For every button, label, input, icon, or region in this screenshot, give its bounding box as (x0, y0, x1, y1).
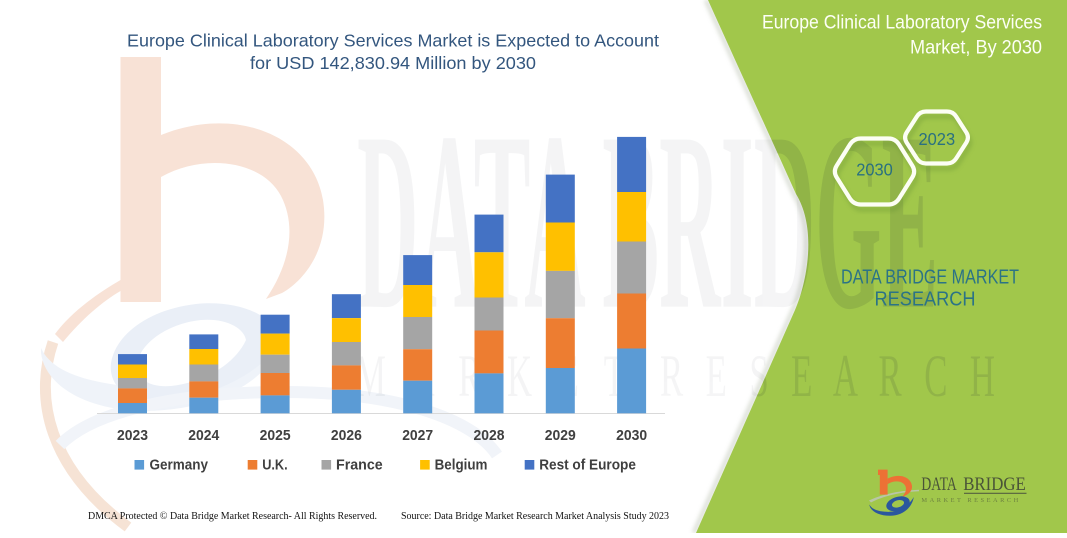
svg-text:Belgium: Belgium (435, 458, 488, 474)
svg-text:Europe Clinical Laboratory Ser: Europe Clinical Laboratory Services (762, 12, 1042, 34)
svg-text:RESEARCH: RESEARCH (875, 288, 976, 311)
svg-text:DATA: DATA (921, 475, 957, 495)
svg-text:DATA BRIDGE MARKET: DATA BRIDGE MARKET (841, 266, 1019, 289)
svg-text:2026: 2026 (331, 427, 362, 444)
svg-text:2025: 2025 (260, 427, 291, 444)
svg-text:2030: 2030 (616, 427, 647, 444)
svg-text:2024: 2024 (188, 427, 220, 444)
svg-text:France: France (336, 458, 383, 474)
svg-text:DMCA Protected © Data Bridge M: DMCA Protected © Data Bridge Market Rese… (88, 510, 377, 522)
svg-text:Source: Data Bridge Market Res: Source: Data Bridge Market Research Mark… (401, 510, 669, 522)
svg-text:BRIDGE: BRIDGE (963, 475, 1026, 495)
svg-text:2023: 2023 (919, 129, 956, 149)
svg-text:MARKET RESEARCH: MARKET RESEARCH (921, 497, 1020, 504)
svg-text:Market, By 2030: Market, By 2030 (910, 37, 1042, 59)
svg-text:2027: 2027 (402, 427, 433, 444)
svg-text:2030: 2030 (856, 159, 893, 179)
svg-text:for USD 142,830.94 Million by: for USD 142,830.94 Million by 2030 (250, 53, 536, 73)
svg-text:2029: 2029 (545, 427, 576, 444)
svg-text:U.K.: U.K. (262, 458, 288, 474)
svg-text:Rest of Europe: Rest of Europe (539, 458, 636, 474)
svg-text:Germany: Germany (150, 458, 209, 474)
svg-text:2028: 2028 (474, 427, 505, 444)
svg-text:2023: 2023 (117, 427, 148, 444)
svg-text:Europe Clinical Laboratory Ser: Europe Clinical Laboratory Services Mark… (127, 30, 659, 50)
